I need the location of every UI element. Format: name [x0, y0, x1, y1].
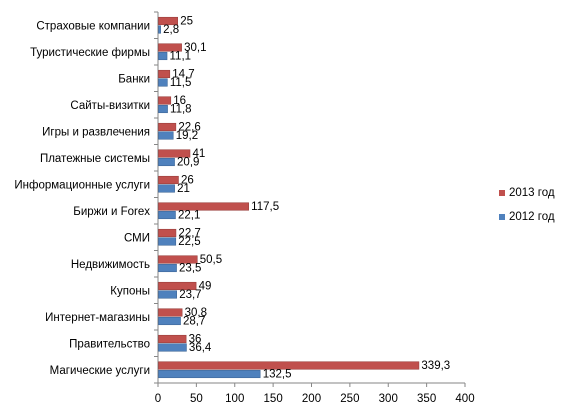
x-tick-label: 400	[455, 393, 474, 405]
data-label: 11,1	[170, 50, 192, 62]
data-label: 26	[181, 174, 194, 186]
bar-2012	[158, 237, 177, 246]
data-label: 11,5	[170, 77, 192, 89]
bar-2013	[158, 202, 249, 211]
x-tick-label: 150	[264, 393, 283, 405]
bar-2013	[158, 281, 197, 291]
bar-2013	[158, 69, 171, 79]
legend: 2013 год 2012 год	[499, 187, 555, 223]
data-label: 117,5	[251, 201, 279, 213]
bar-2012	[158, 210, 176, 220]
bar-2012	[158, 25, 161, 34]
x-tick-label: 100	[225, 393, 244, 405]
bar-2012	[158, 343, 187, 352]
data-label: 21	[177, 183, 190, 195]
data-label: 132,5	[263, 368, 292, 380]
bar-2012	[158, 157, 175, 167]
data-label: 22,7	[178, 227, 200, 239]
data-label: 23,7	[179, 289, 201, 301]
data-label: 2,8	[163, 24, 179, 36]
category-label: Платежные системы	[40, 153, 150, 165]
category-label: Купоны	[110, 285, 150, 297]
legend-swatch	[499, 214, 505, 220]
bar-2012	[158, 184, 175, 193]
data-label: 20,9	[177, 156, 199, 168]
bar-2013	[158, 175, 179, 185]
category-label: Интернет-магазины	[45, 312, 150, 324]
category-label: Биржи и Forex	[73, 206, 150, 218]
category-label: Игры и развлечения	[42, 126, 150, 138]
category-label: Информационные услуги	[14, 179, 150, 191]
data-label: 25	[180, 15, 193, 27]
bar-2012	[158, 316, 181, 326]
category-label: Сайты-визитки	[70, 100, 150, 112]
bar-2013	[158, 96, 172, 105]
data-label: 22,5	[178, 236, 200, 248]
bar-2013	[158, 122, 177, 132]
data-label: 36	[189, 333, 202, 345]
bar-2013	[158, 43, 182, 52]
category-label: Банки	[118, 73, 150, 85]
bar-2012	[158, 104, 168, 114]
legend-swatch	[499, 190, 505, 196]
x-tick-label: 0	[155, 393, 161, 405]
category-label: Магические услуги	[50, 365, 150, 377]
bar-2012	[158, 263, 177, 273]
data-label: 22,1	[178, 209, 200, 221]
bar-2012	[158, 290, 177, 299]
data-label: 339,3	[421, 360, 450, 372]
category-label: СМИ	[124, 232, 150, 244]
bar-2012	[158, 51, 168, 61]
category-label: Страховые компании	[36, 20, 150, 32]
bar-2013	[158, 16, 178, 26]
bar-2012	[158, 369, 261, 379]
category-label: Туристические фирмы	[30, 47, 150, 59]
data-label: 11,8	[170, 103, 192, 115]
bar-2013	[158, 361, 420, 370]
category-label: Недвижимость	[71, 259, 150, 271]
data-label: 50,5	[200, 254, 222, 266]
data-label: 14,7	[172, 68, 194, 80]
bar-2013	[158, 334, 187, 344]
data-label: 49	[199, 280, 212, 292]
data-label: 19,2	[176, 130, 198, 142]
data-label: 23,5	[179, 262, 201, 274]
category-label: Правительство	[69, 338, 150, 350]
x-tick-label: 250	[340, 393, 359, 405]
bar-2013	[158, 228, 177, 238]
bar-2013	[158, 255, 198, 264]
bar-2012	[158, 78, 168, 87]
legend-label: 2013 год	[509, 187, 555, 199]
bar-2013	[158, 149, 191, 158]
bar-2013	[158, 308, 183, 317]
data-label: 28,7	[183, 315, 205, 327]
bar-2012	[158, 131, 174, 140]
data-label: 30,1	[184, 42, 206, 54]
data-label: 30,8	[185, 307, 207, 319]
x-tick-label: 300	[379, 393, 398, 405]
data-label: 41	[192, 148, 205, 160]
x-tick-label: 350	[417, 393, 436, 405]
legend-label: 2012 год	[509, 211, 555, 223]
data-label: 36,4	[189, 342, 212, 354]
data-label: 22,6	[178, 121, 200, 133]
data-label: 16	[173, 95, 186, 107]
x-tick-label: 50	[190, 393, 203, 405]
plot-area: 0 50 100 150 200 250 300 350 400 Страховые компан…	[14, 11, 475, 405]
x-tick-label: 200	[302, 393, 321, 405]
